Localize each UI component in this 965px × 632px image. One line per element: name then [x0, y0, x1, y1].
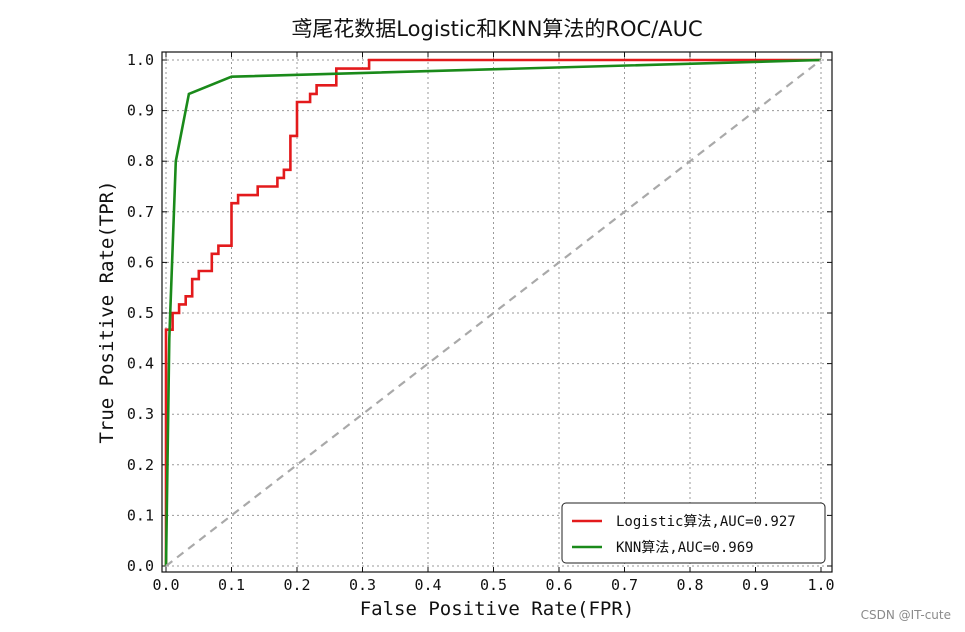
y-tick-label: 0.9 [127, 102, 154, 120]
y-tick-label: 0.4 [127, 355, 154, 373]
y-axis-label: True Positive Rate(TPR) [96, 180, 118, 443]
x-tick-label: 0.0 [152, 576, 179, 594]
chart-title: 鸢尾花数据Logistic和KNN算法的ROC/AUC [291, 17, 702, 41]
x-tick-label: 0.6 [545, 576, 572, 594]
legend-entry: KNN算法,AUC=0.969 [616, 540, 754, 556]
plot-frame [161, 51, 833, 573]
x-tick-label: 0.7 [611, 576, 638, 594]
y-tick-label: 0.2 [127, 456, 154, 474]
x-tick-label: 0.1 [218, 576, 245, 594]
x-tick-label: 0.4 [414, 576, 441, 594]
y-tick-label: 0.1 [127, 506, 154, 524]
legend-entry: Logistic算法,AUC=0.927 [616, 514, 796, 530]
logistic-roc-line [164, 58, 821, 566]
plot-area [162, 52, 832, 572]
x-axis-label: False Positive Rate(FPR) [360, 598, 635, 620]
x-tick-label: 0.2 [283, 576, 310, 594]
y-tick-label: 0.0 [127, 557, 154, 575]
y-tick-label: 0.8 [127, 152, 154, 170]
diagonal-reference-line [165, 59, 822, 567]
y-tick-label: 0.3 [127, 405, 154, 423]
y-tick-label: 0.5 [127, 304, 154, 322]
legend-box [561, 502, 826, 564]
y-tick-label: 1.0 [127, 51, 154, 69]
x-tick-label: 0.5 [480, 576, 507, 594]
y-tick-label: 0.6 [127, 253, 154, 271]
knn-roc-line [164, 58, 822, 567]
x-tick-label: 1.0 [807, 576, 834, 594]
x-tick-label: 0.9 [742, 576, 769, 594]
watermark-text: CSDN @IT-cute [860, 608, 951, 622]
y-tick-label: 0.7 [127, 203, 154, 221]
x-tick-label: 0.3 [349, 576, 376, 594]
x-tick-label: 0.8 [676, 576, 703, 594]
